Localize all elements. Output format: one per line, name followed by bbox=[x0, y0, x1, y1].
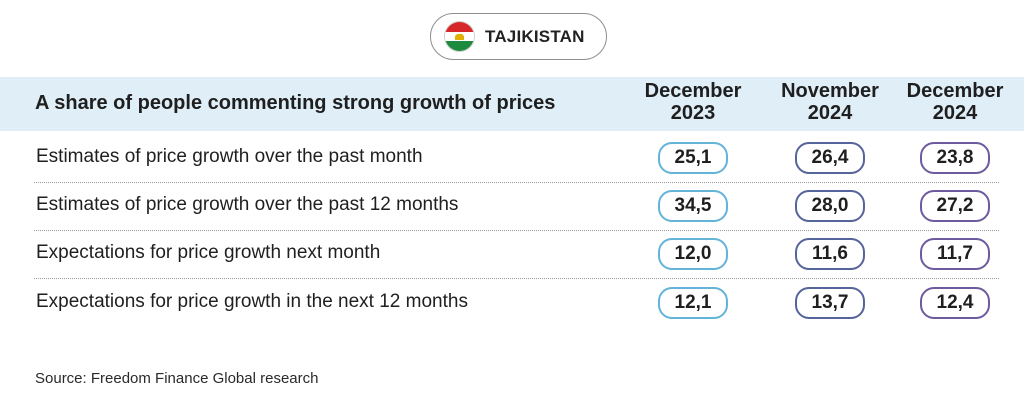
column-header-month: December bbox=[906, 80, 1004, 102]
column-header-month: November bbox=[781, 80, 879, 102]
country-badge: TAJIKISTAN bbox=[430, 13, 607, 60]
value-cell: 26,4 bbox=[795, 142, 865, 174]
source-note: Source: Freedom Finance Global research bbox=[35, 370, 319, 387]
flag-band-green bbox=[445, 41, 474, 51]
value-cell: 13,7 bbox=[795, 287, 865, 319]
row-divider bbox=[34, 182, 999, 183]
row-label: Expectations for price growth in the nex… bbox=[36, 291, 468, 312]
row-label: Estimates of price growth over the past … bbox=[36, 146, 423, 167]
value-cell: 12,1 bbox=[658, 287, 728, 319]
column-header-dec-2024: December 2024 bbox=[900, 80, 1010, 124]
column-header-year: 2023 bbox=[670, 102, 716, 124]
column-header-month: December bbox=[644, 80, 742, 102]
column-header-year: 2024 bbox=[807, 102, 853, 124]
value-cell: 11,7 bbox=[920, 238, 990, 270]
row-divider bbox=[34, 230, 999, 231]
row-divider bbox=[34, 278, 999, 279]
value-cell: 25,1 bbox=[658, 142, 728, 174]
row-label: Expectations for price growth next month bbox=[36, 242, 381, 263]
row-label: Estimates of price growth over the past … bbox=[36, 194, 459, 215]
tajikistan-flag-icon bbox=[444, 21, 475, 52]
table-header-band bbox=[0, 77, 1024, 131]
column-header-dec-2023: December 2023 bbox=[638, 80, 748, 124]
value-cell: 12,0 bbox=[658, 238, 728, 270]
value-cell: 28,0 bbox=[795, 190, 865, 222]
value-cell: 11,6 bbox=[795, 238, 865, 270]
table-title: A share of people commenting strong grow… bbox=[35, 92, 556, 114]
column-header-nov-2024: November 2024 bbox=[775, 80, 885, 124]
value-cell: 27,2 bbox=[920, 190, 990, 222]
country-name: TAJIKISTAN bbox=[485, 27, 585, 46]
column-header-year: 2024 bbox=[932, 102, 978, 124]
value-cell: 34,5 bbox=[658, 190, 728, 222]
flag-band-red bbox=[445, 22, 474, 32]
value-cell: 12,4 bbox=[920, 287, 990, 319]
flag-crown bbox=[455, 33, 464, 40]
value-cell: 23,8 bbox=[920, 142, 990, 174]
